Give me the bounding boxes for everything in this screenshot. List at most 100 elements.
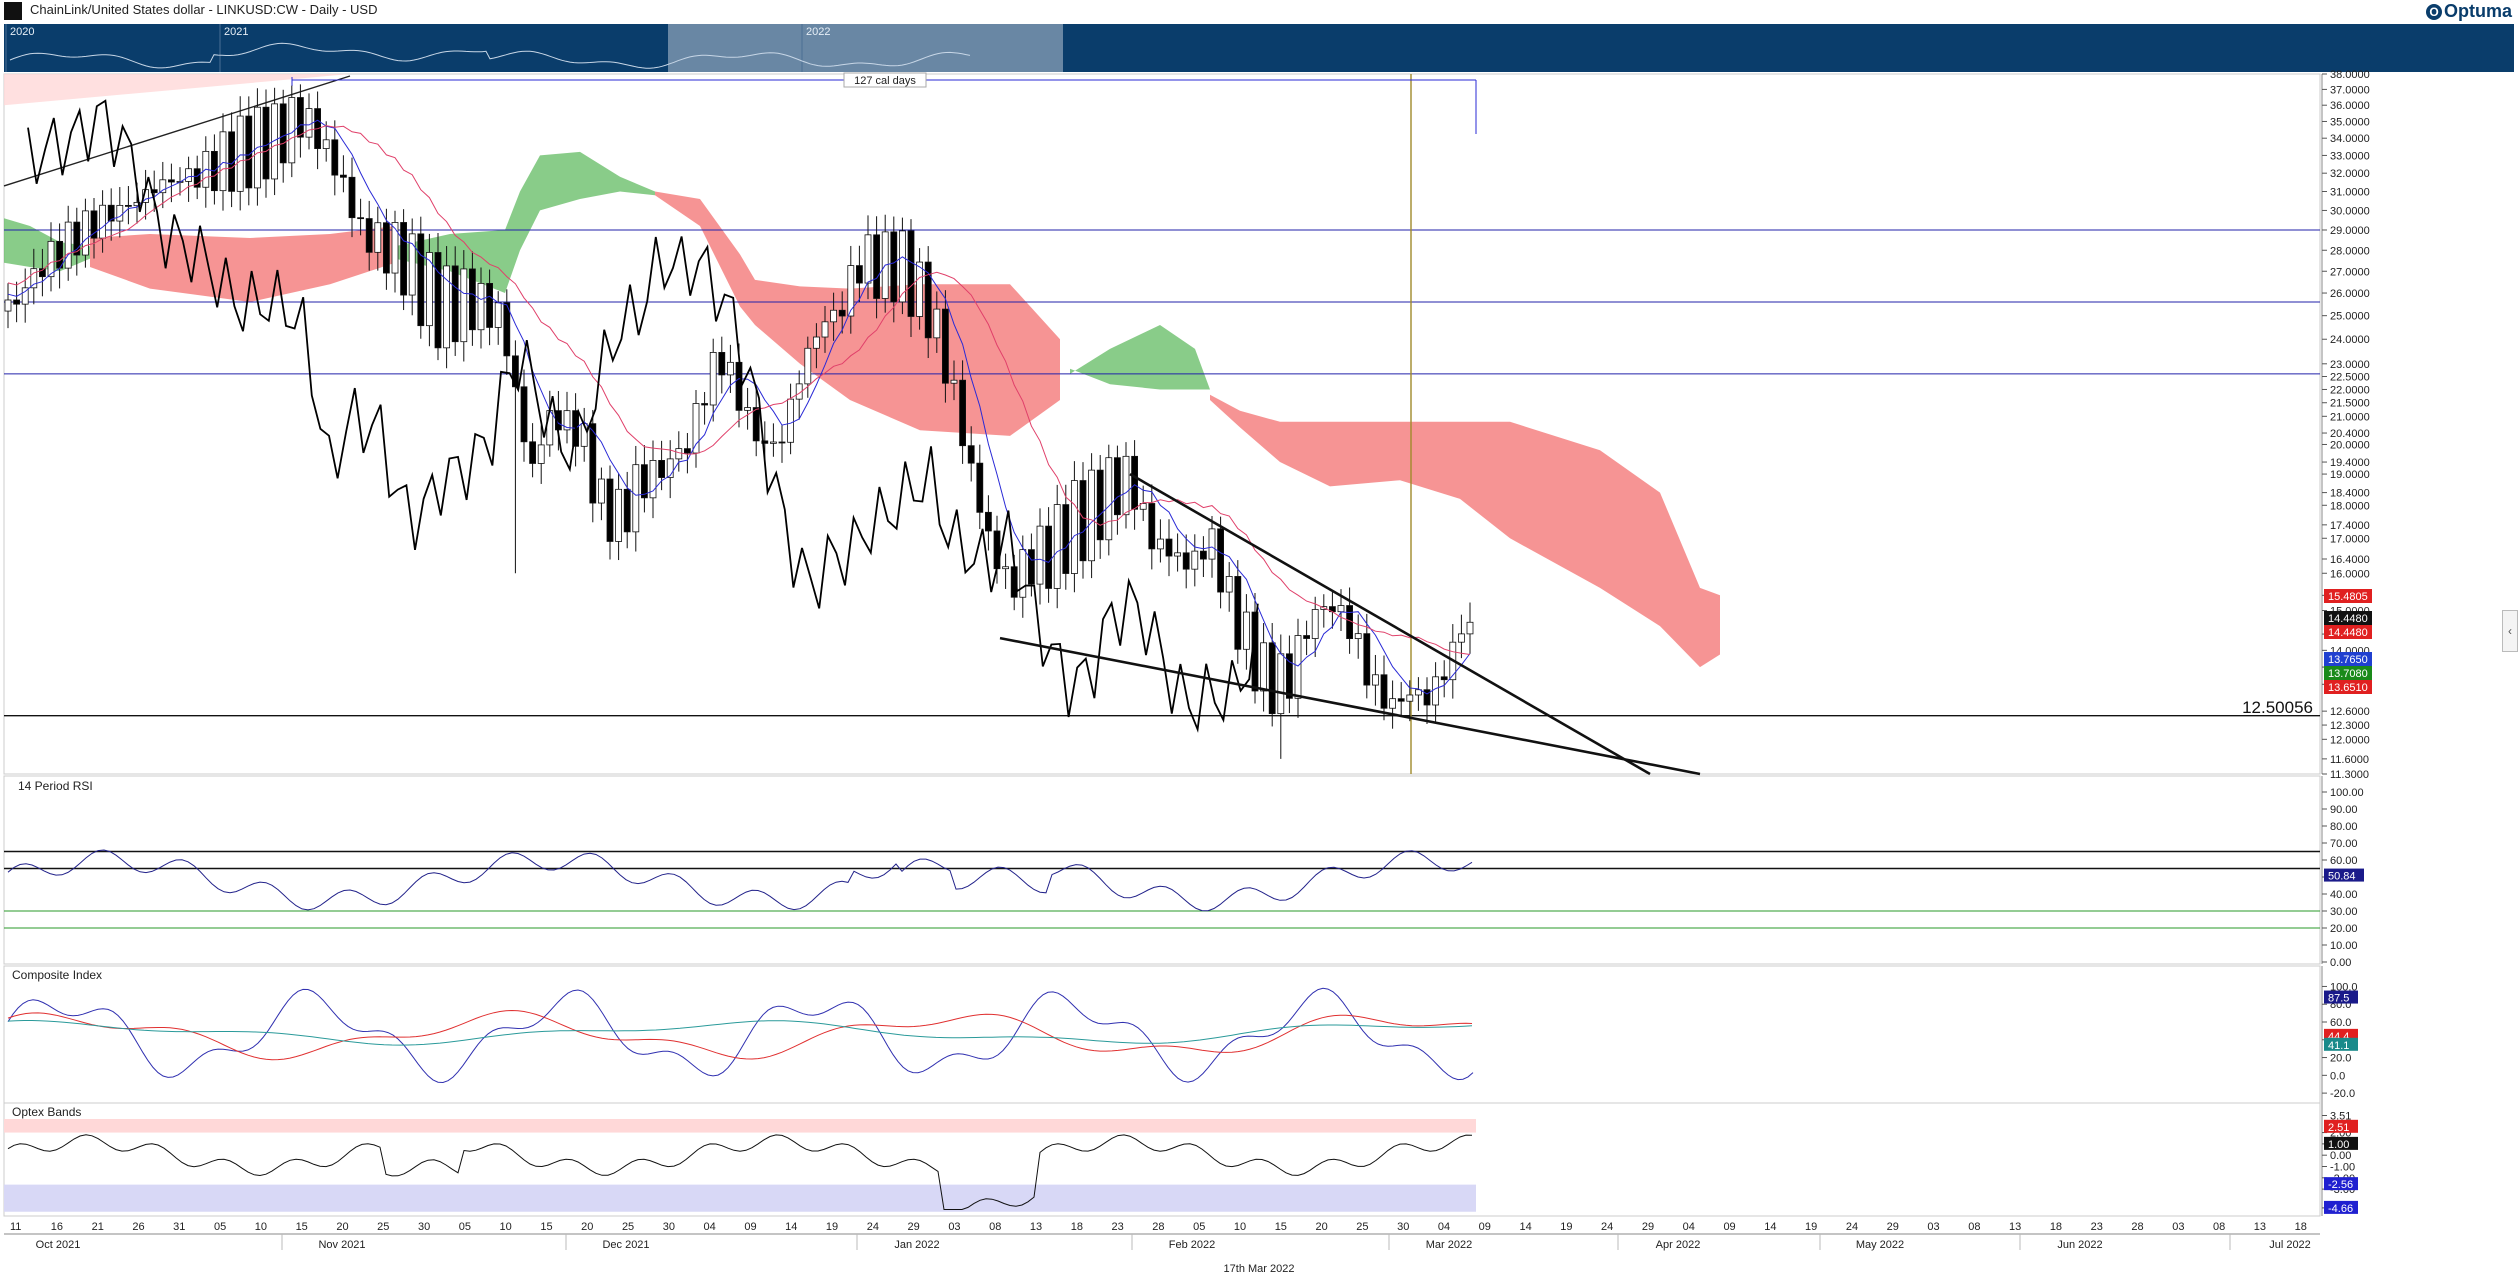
price-tick-label: 26.0000 [2330,288,2370,300]
candle-bearish [1303,635,1310,639]
optex-tick-label: 3.51 [2330,1110,2351,1122]
candle-bearish [873,234,880,299]
time-navigator[interactable]: 2020 2021 2022 [4,24,2514,72]
price-value-tag [2324,589,2372,603]
candle-bullish [1122,455,1130,516]
price-tick-label: 16.4000 [2330,554,2370,566]
composite-index-panel[interactable]: 100.080.060.040.020.00.0-20.087.544.441.… [3,965,2358,1105]
x-day-tick-label: 05 [214,1221,226,1233]
candle-bearish [125,204,132,207]
date-footer: 17th Mar 2022 [1224,1263,1295,1275]
composite-value-tag-label: 41.1 [2328,1040,2349,1052]
price-tick-label: 24.0000 [2330,334,2370,346]
candle-bearish [718,352,726,376]
rsi-value-tag-label: 50.84 [2328,871,2356,883]
optex-upper-band [4,1119,1476,1133]
candle-bearish [1165,538,1173,557]
x-day-tick-label: 19 [826,1221,838,1233]
chart-canvas[interactable]: 2020 2021 2022 38.000037.000036.000035.000… [0,22,2518,1284]
candle-bearish [924,261,932,339]
app-logo-icon[interactable] [4,2,22,20]
x-day-tick-label: 18 [1071,1221,1083,1233]
x-day-tick-label: 03 [2172,1221,2184,1233]
candle-bearish [623,488,631,533]
x-day-tick-label: 25 [622,1221,634,1233]
ichimoku-cloud-bearish [655,191,1060,436]
candle-bearish [701,403,708,406]
candle-bullish [916,261,923,317]
candle-bullish [813,336,820,349]
chart-title: ChainLink/United States dollar - LINKUSD… [30,2,378,17]
price-tick-label: 19.4000 [2330,457,2370,469]
candle-bullish [460,268,468,343]
x-day-tick-label: 24 [1846,1221,1858,1233]
candle-bearish [890,231,898,303]
candle-bearish [13,299,21,305]
x-day-tick-label: 14 [785,1221,797,1233]
composite-tick-label: 0.0 [2330,1070,2345,1082]
x-month-label: Jul 2022 [2269,1239,2311,1251]
rsi-line [7,849,1473,912]
rsi-tick-label: 10.00 [2330,940,2358,952]
candle-bullish [899,230,906,303]
candle-bearish [357,217,365,220]
x-day-tick-label: 28 [1152,1221,1164,1233]
price-tick-label: 12.3000 [2330,720,2370,732]
candle-bullish [1157,538,1164,550]
rsi-tick-label: 40.00 [2330,889,2358,901]
x-day-tick-label: 04 [1438,1221,1450,1233]
candle-bullish [787,398,794,443]
price-value-tag-label: 15.4805 [2328,591,2368,603]
navigator-window[interactable] [668,24,1063,72]
optex-value-tag-label: 2.51 [2328,1122,2349,1134]
composite-tick-label: 20.0 [2330,1053,2351,1065]
candle-bearish [339,174,347,178]
price-value-tag [2324,666,2372,680]
candle-bullish [374,222,382,253]
candle-bullish [1036,525,1044,585]
candle-bearish [778,441,786,444]
composite-tick-label: -20.0 [2330,1088,2355,1100]
price-tick-label: 25.0000 [2330,311,2370,323]
rsi-tick-label: 20.00 [2330,923,2358,935]
composite-slow-average [7,1020,1473,1046]
x-day-tick-label: 08 [989,1221,1001,1233]
optex-value-tag [2324,1119,2358,1133]
optex-panel-title: Optex Bands [12,1105,81,1119]
candle-bullish [21,287,29,305]
rsi-tick-label: 30.00 [2330,906,2358,918]
rsi-plot-area [3,775,2321,965]
candle-bearish [589,423,597,504]
optex-lower-band [4,1184,1476,1212]
x-month-label: Dec 2021 [602,1239,649,1251]
candle-bullish [1071,480,1078,574]
price-panel[interactable]: 38.0000 37.0000 36.0000 35.0000 34.0000 33.00… [3,69,2372,781]
ichimoku-cloud-bearish [1210,394,1720,668]
composite-value-tag-label: 87.5 [2328,993,2349,1005]
candle-bearish [752,407,760,442]
candle-bullish [1002,566,1009,570]
candle-bearish [262,106,270,180]
side-panel-toggle[interactable]: ‹ [2502,610,2518,652]
navigator-year-label: 2022 [806,26,830,38]
candlestick-series [4,84,1474,759]
candle-bullish [1354,633,1362,640]
rsi-panel[interactable]: 100.0090.0080.0070.0060.0050.0040.0030.0… [3,775,2364,969]
price-tick-label: 12.0000 [2330,734,2370,746]
price-tick-label: 31.0000 [2330,187,2370,199]
rsi-tick-label: 0.00 [2330,957,2351,969]
candle-bullish [864,234,872,284]
x-month-label: Apr 2022 [1656,1239,1701,1251]
candle-bullish [1105,457,1113,541]
candle-bearish [976,462,984,513]
candle-bullish [116,204,124,222]
candle-bearish [1114,457,1121,516]
candle-bullish [1191,550,1199,570]
brand-name: Optuma [2443,1,2512,21]
candle-bearish [856,265,863,284]
optex-bands-panel[interactable]: 3.512.001.000.00-1.00-2.00-3.00-4.662.51… [3,1102,2358,1217]
navigator-background [4,24,2514,72]
candle-bullish [1432,676,1439,706]
candle-bullish [159,179,167,194]
title-bar: ChainLink/United States dollar - LINKUSD… [0,0,2518,22]
